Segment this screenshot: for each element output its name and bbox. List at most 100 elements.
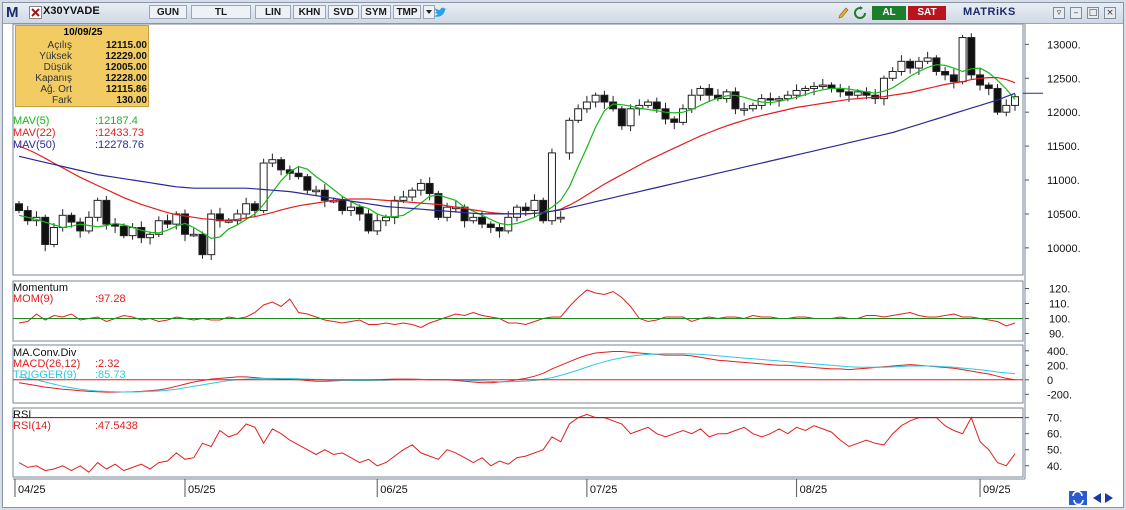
tmp-button[interactable]: TMP bbox=[393, 5, 421, 19]
rsi-tick-label: 40. bbox=[1047, 461, 1062, 473]
legend-mav50: MAV(50):12278.76 bbox=[13, 139, 144, 151]
legend-mav5: MAV(5):12187.4 bbox=[13, 115, 138, 127]
sym-button[interactable]: SYM bbox=[361, 5, 391, 19]
series-line-rsi bbox=[18, 413, 1016, 473]
candle-body bbox=[224, 220, 233, 223]
candle-body bbox=[49, 227, 58, 245]
mom-tick-label: 120. bbox=[1049, 284, 1070, 296]
candle-body bbox=[111, 223, 120, 227]
candle-body bbox=[303, 176, 312, 191]
candle-body bbox=[408, 189, 417, 198]
legend-mav22: MAV(22):12433.73 bbox=[13, 127, 144, 139]
khn-button[interactable]: KHN bbox=[293, 5, 326, 19]
panel-frame-rsi bbox=[12, 407, 1024, 478]
candle-body bbox=[801, 87, 810, 91]
minimize-button[interactable]: – bbox=[1070, 7, 1082, 19]
candle-body bbox=[845, 91, 853, 96]
candle-body bbox=[443, 206, 452, 218]
candle-body bbox=[914, 60, 923, 69]
series-line-macd bbox=[18, 353, 1016, 393]
candle-body bbox=[41, 216, 50, 245]
macd-tick-label: 400. bbox=[1047, 346, 1068, 358]
settings-icon[interactable] bbox=[1069, 491, 1087, 505]
linear-scale-button[interactable]: LIN bbox=[255, 5, 291, 19]
dropdown-window-button[interactable]: ▿ bbox=[1053, 7, 1065, 19]
candle-body bbox=[259, 162, 268, 212]
series-line-mav22 bbox=[18, 76, 1016, 221]
macd-tick-label: 0 bbox=[1047, 375, 1053, 387]
candle-body bbox=[434, 193, 443, 218]
period-button[interactable]: GUN bbox=[149, 5, 187, 19]
candle-body bbox=[277, 159, 286, 171]
candle-body bbox=[775, 98, 784, 101]
refresh-icon[interactable] bbox=[854, 6, 866, 20]
dropdown-button[interactable] bbox=[423, 5, 435, 19]
pencil-icon[interactable] bbox=[837, 6, 849, 20]
candle-body bbox=[137, 227, 146, 239]
candle-body bbox=[355, 206, 364, 215]
candle-body bbox=[242, 203, 251, 215]
candle-body bbox=[888, 70, 897, 79]
candle-body bbox=[84, 216, 93, 232]
candle-body bbox=[198, 233, 207, 256]
candle-body bbox=[547, 152, 556, 222]
chevron-down-icon bbox=[426, 10, 432, 14]
legend-mom: MOM(9):97.28 bbox=[13, 293, 126, 305]
candle-body bbox=[189, 233, 198, 237]
info-row-open: Açılış 12115.00 bbox=[47, 40, 147, 51]
brand-logo: MATRiKS bbox=[963, 6, 1016, 18]
candle-body bbox=[818, 84, 827, 88]
chart-area[interactable]: 13000. 12500. 12000. 11500. 11000. 10500. 1000… bbox=[3, 3, 1123, 507]
svd-button[interactable]: SVD bbox=[328, 5, 359, 19]
price-tick-label: 12000. bbox=[1047, 107, 1081, 119]
candle-body bbox=[154, 220, 163, 235]
panel-frame-price bbox=[12, 23, 1024, 276]
candle-body bbox=[513, 206, 521, 218]
candle-body bbox=[748, 104, 757, 110]
candle-body bbox=[923, 57, 932, 62]
macd-tick-label: 200. bbox=[1047, 360, 1068, 372]
candle-body bbox=[102, 199, 111, 225]
price-tick-label: 11000. bbox=[1047, 175, 1080, 187]
candle-body bbox=[146, 233, 155, 239]
x-tick-label: 09/25 bbox=[983, 484, 1011, 496]
info-row-close: Kapanış 12228.00 bbox=[35, 73, 147, 84]
maximize-button[interactable]: □ bbox=[1087, 7, 1099, 19]
candle-body bbox=[687, 94, 696, 110]
momentum-title: Momentum bbox=[13, 282, 69, 294]
candle-body bbox=[23, 210, 32, 222]
close-symbol-button[interactable] bbox=[29, 6, 42, 19]
candle-body bbox=[93, 199, 102, 218]
sell-button[interactable]: SAT bbox=[908, 6, 946, 20]
candle-body bbox=[390, 199, 399, 218]
candle-body bbox=[731, 91, 740, 110]
toolbar: M X30YVADE GUN TL LIN KHN SVD SYM TMP AL… bbox=[3, 3, 1123, 24]
buy-button[interactable]: AL bbox=[872, 6, 906, 20]
candle-body bbox=[810, 85, 819, 89]
candle-body bbox=[250, 203, 259, 212]
price-tick-label: 10500. bbox=[1047, 209, 1081, 221]
candle-body bbox=[373, 220, 382, 232]
twitter-icon[interactable] bbox=[433, 6, 449, 20]
symbol-name[interactable]: X30YVADE bbox=[43, 5, 100, 17]
legend-macd: MACD(26,12):2.32 bbox=[13, 358, 120, 370]
candle-body bbox=[530, 199, 539, 212]
macd-title: MA.Conv.Div bbox=[13, 347, 77, 359]
scroll-left-icon[interactable] bbox=[1093, 493, 1101, 503]
info-row-high: Yüksek 12229.00 bbox=[39, 51, 147, 62]
candle-body bbox=[949, 74, 958, 83]
price-tick-label: 13000. bbox=[1047, 39, 1081, 51]
candle-body bbox=[469, 216, 478, 222]
rsi-title: RSI bbox=[13, 409, 32, 421]
candle-body bbox=[740, 108, 749, 111]
rsi-tick-label: 70. bbox=[1047, 413, 1062, 425]
candle-body bbox=[967, 37, 976, 76]
candle-body bbox=[783, 94, 792, 100]
scroll-right-icon[interactable] bbox=[1105, 493, 1113, 503]
legend-trigger: TRIGGER(9):85.73 bbox=[13, 369, 126, 381]
app-logo: M bbox=[6, 4, 19, 21]
x-tick-label: 07/25 bbox=[590, 484, 618, 496]
candle-body bbox=[853, 91, 862, 96]
close-window-button[interactable]: × bbox=[1104, 7, 1116, 19]
currency-button[interactable]: TL bbox=[191, 5, 251, 19]
